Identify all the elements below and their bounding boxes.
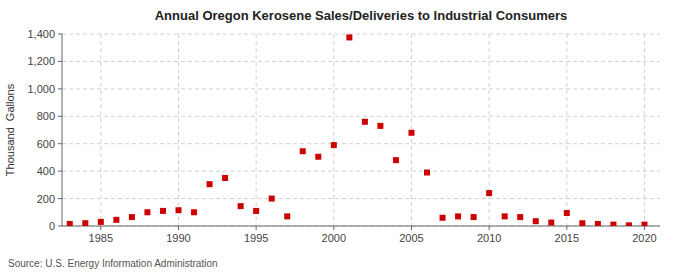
grid-line xyxy=(62,34,660,35)
point xyxy=(331,142,337,148)
point xyxy=(191,209,197,215)
tick xyxy=(566,226,567,230)
grid-line xyxy=(489,34,490,226)
point xyxy=(362,119,368,125)
x-axis-line xyxy=(62,226,660,227)
tick xyxy=(489,226,490,230)
tick xyxy=(411,226,412,230)
point xyxy=(424,170,430,176)
tick xyxy=(333,226,334,230)
point xyxy=(486,190,492,196)
point xyxy=(67,221,73,226)
point xyxy=(377,123,383,129)
grid-line xyxy=(256,34,257,226)
tick xyxy=(58,226,62,227)
tick-label: 400 xyxy=(37,165,55,177)
grid-line xyxy=(62,116,660,117)
grid-line xyxy=(178,34,179,226)
point xyxy=(160,208,166,214)
tick-label: 1995 xyxy=(244,232,268,244)
point xyxy=(455,213,461,219)
grid-line xyxy=(333,34,334,226)
source-note: Source: U.S. Energy Information Administ… xyxy=(8,258,218,269)
point xyxy=(579,220,585,226)
points xyxy=(67,34,648,226)
grid-line xyxy=(62,143,660,144)
grid-line xyxy=(566,34,567,226)
chart: Annual Oregon Kerosene Sales/Deliveries … xyxy=(0,0,675,275)
tick-label: 0 xyxy=(49,220,55,232)
tick xyxy=(178,226,179,230)
y-axis-line xyxy=(62,34,63,226)
point xyxy=(517,214,523,220)
point xyxy=(129,214,135,220)
point xyxy=(346,34,352,40)
tick-label: 1,400 xyxy=(27,28,55,40)
tick xyxy=(58,171,62,172)
point xyxy=(595,221,601,226)
grid-line xyxy=(644,34,645,226)
tick-label: 2000 xyxy=(322,232,346,244)
tick xyxy=(58,143,62,144)
title: Annual Oregon Kerosene Sales/Deliveries … xyxy=(155,8,568,23)
tick xyxy=(58,61,62,62)
tick-label: 2015 xyxy=(555,232,579,244)
grid-line xyxy=(62,226,660,227)
grid-line xyxy=(62,88,660,89)
grid-line xyxy=(62,171,660,172)
point xyxy=(502,213,508,219)
tick-label: 800 xyxy=(37,110,55,122)
tick xyxy=(100,226,101,230)
point xyxy=(82,220,88,226)
point xyxy=(315,154,321,160)
grid xyxy=(62,34,660,226)
tick-label: 1,000 xyxy=(27,83,55,95)
point xyxy=(175,207,181,213)
tick-label: 200 xyxy=(37,193,55,205)
point xyxy=(393,157,399,163)
tick xyxy=(58,198,62,199)
point xyxy=(440,215,446,221)
tick xyxy=(256,226,257,230)
tick-label: 1990 xyxy=(166,232,190,244)
point xyxy=(144,209,150,215)
tick-label: 1985 xyxy=(89,232,113,244)
point xyxy=(300,148,306,154)
point xyxy=(222,175,228,181)
point xyxy=(641,222,647,226)
point xyxy=(207,181,213,187)
tick xyxy=(58,116,62,117)
tick xyxy=(58,34,62,35)
point xyxy=(269,196,275,202)
grid-line xyxy=(62,198,660,199)
axes: 0 200 400 600 800 1,000 1,200 1,400 1985 1990 1995… xyxy=(27,28,660,244)
tick xyxy=(58,88,62,89)
point xyxy=(253,208,259,214)
tick-label: 2010 xyxy=(477,232,501,244)
grid-line xyxy=(100,34,101,226)
point xyxy=(408,130,414,136)
y-axis-label: Thousand Gallons xyxy=(4,83,16,176)
point xyxy=(626,222,632,226)
point xyxy=(564,210,570,216)
grid-line xyxy=(62,61,660,62)
point xyxy=(610,222,616,226)
tick-label: 600 xyxy=(37,138,55,150)
tick-label: 2005 xyxy=(399,232,423,244)
point xyxy=(98,219,104,225)
tick xyxy=(644,226,645,230)
tick-label: 1,200 xyxy=(27,55,55,67)
point xyxy=(548,220,554,226)
point xyxy=(238,203,244,209)
point xyxy=(284,213,290,219)
point xyxy=(533,218,539,224)
point xyxy=(113,217,119,223)
tick-label: 2020 xyxy=(632,232,656,244)
point xyxy=(471,214,477,220)
